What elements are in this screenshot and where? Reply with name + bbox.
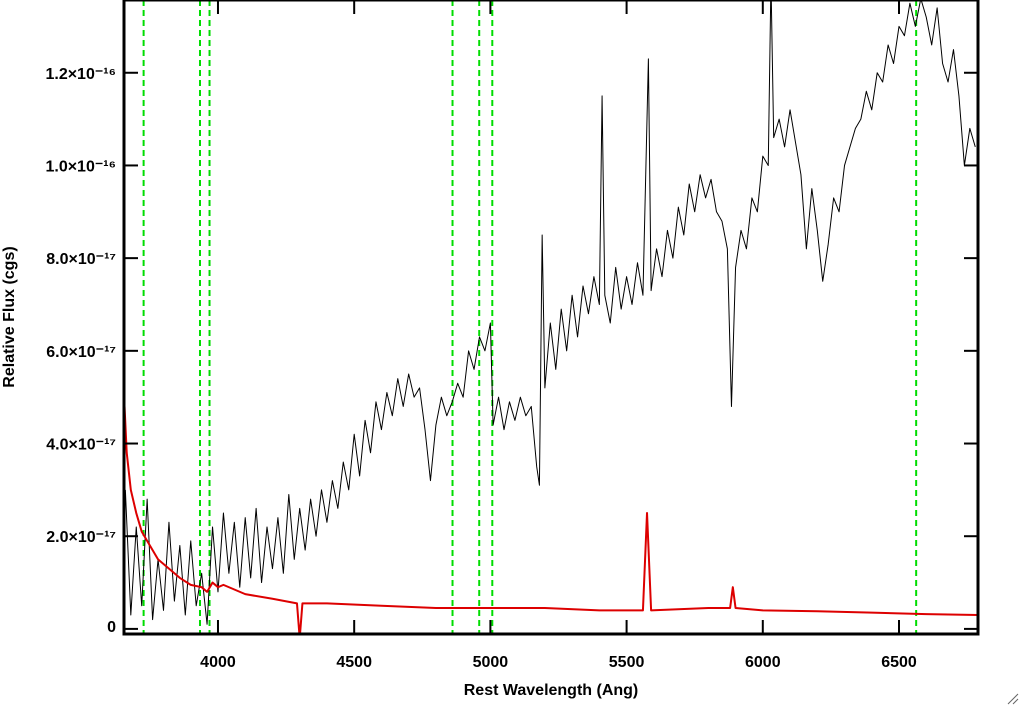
axes: 4000 4500 5000 5500 6000 6500 0 2.0×10⁻¹⁷ 4.0×10… [45,0,980,671]
x-tick-label: 6000 [745,654,781,671]
y-axis-label: Relative Flux (cgs) [1,246,18,387]
y-tick-label: 4.0×10⁻¹⁷ [46,437,116,454]
y-tick-label: 1.2×10⁻¹⁶ [45,66,116,83]
y-tick-label: 6.0×10⁻¹⁷ [46,344,116,361]
spectrum-line [124,406,978,634]
y-tick-label: 1.0×10⁻¹⁶ [45,158,116,175]
resize-grip [1007,693,1019,705]
x-tick-label: 5000 [473,654,509,671]
y-tick-label: 2.0×10⁻¹⁷ [46,529,116,546]
plot-frame [122,0,980,636]
x-tick-label: 5500 [609,654,645,671]
y-tick-label: 8.0×10⁻¹⁷ [46,251,116,268]
x-axis-label: Rest Wavelength (Ang) [464,682,639,699]
spectrum-line [124,0,976,625]
x-tick-label: 4500 [336,654,372,671]
y-tick-label: 0 [107,619,116,636]
plot-area [124,0,978,634]
x-tick-label: 6500 [881,654,917,671]
x-tick-label: 4000 [200,654,236,671]
